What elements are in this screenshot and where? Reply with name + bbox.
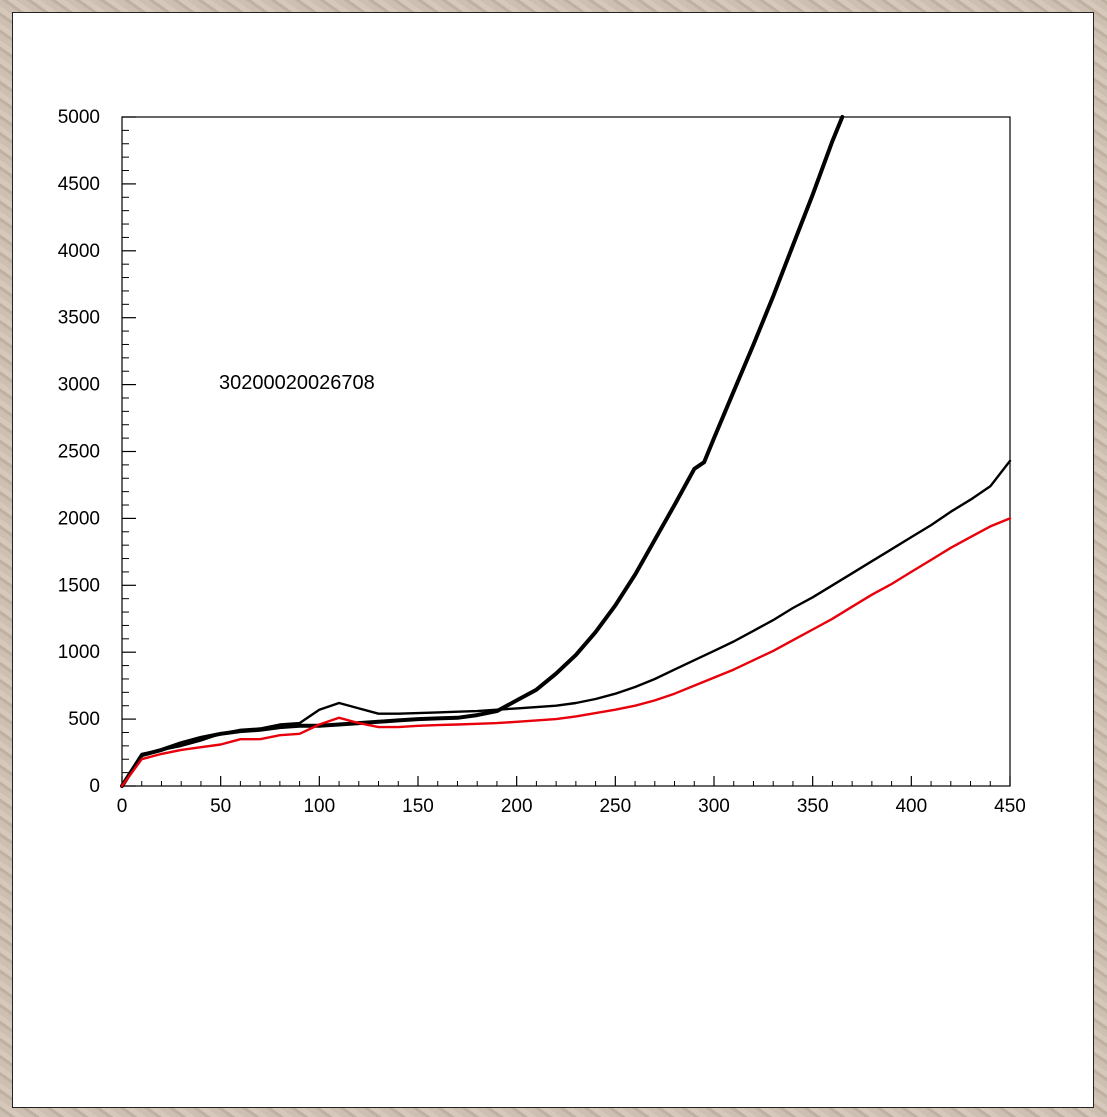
y-tick-label: 3500	[58, 308, 100, 329]
x-tick-label: 100	[303, 796, 335, 817]
y-tick-label: 0	[89, 776, 100, 797]
y-tick-label: 2000	[58, 508, 100, 529]
y-tick-label: 500	[68, 709, 100, 730]
series-line-2	[120, 459, 1012, 788]
y-tick-label: 1500	[58, 575, 100, 596]
chart-page: 0 50 100 150 200 250 300 350 400 450 0 500 1000 1500 2…	[12, 12, 1094, 1108]
series-line-3	[120, 517, 1012, 788]
minor-ticks	[122, 129, 991, 786]
x-tick-label: 150	[402, 796, 434, 817]
x-tick-label: 200	[501, 796, 533, 817]
y-tick-label: 3000	[58, 375, 100, 396]
x-tick-label: 300	[698, 796, 730, 817]
y-tick-label: 5000	[58, 107, 100, 128]
line-chart: 0 50 100 150 200 250 300 350 400 4500500100015002…	[58, 107, 1026, 817]
x-tick-label: 250	[599, 796, 631, 817]
x-tick-label: 50	[210, 796, 231, 817]
y-tick-label: 2500	[58, 442, 100, 463]
y-tick-label: 4000	[58, 241, 100, 262]
x-tick-label: 400	[895, 796, 927, 817]
x-tick-label: 450	[994, 796, 1026, 817]
axis-ticks: 0 50 100 150 200 250 300 350 400 4500500100015002…	[58, 107, 1026, 817]
plot-frame	[121, 116, 1011, 787]
y-tick-label: 4500	[58, 174, 100, 195]
series-line-1	[120, 115, 845, 788]
series-lines	[120, 115, 1012, 788]
chart-annotation: 30200020026708	[219, 372, 375, 394]
x-tick-label: 0	[117, 796, 128, 817]
y-tick-label: 1000	[58, 642, 100, 663]
x-tick-label: 350	[797, 796, 829, 817]
